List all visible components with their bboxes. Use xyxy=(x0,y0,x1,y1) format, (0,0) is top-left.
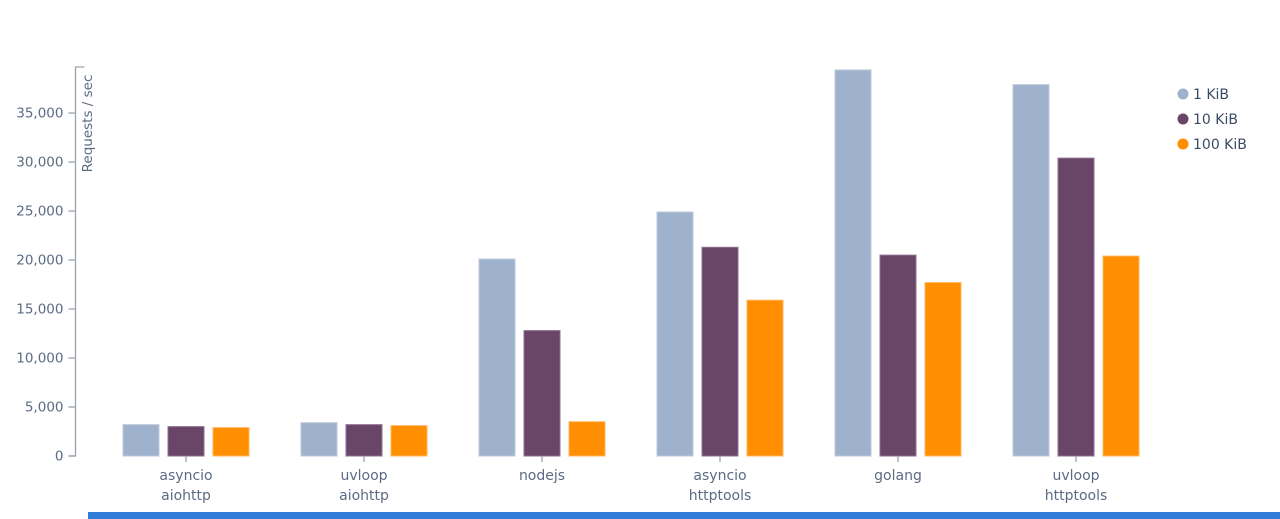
y-axis-title: Requests / sec xyxy=(80,75,96,173)
legend-marker-10-kib xyxy=(1177,113,1189,125)
y-tick-label: 5,000 xyxy=(25,400,64,416)
bar-1-kib-group-5 xyxy=(1012,84,1050,457)
bar-100-kib-group-3 xyxy=(746,299,784,457)
x-category-label: asyncio xyxy=(159,468,212,484)
x-category-label: aiohttp xyxy=(161,488,211,504)
x-category-label: httptools xyxy=(689,488,752,504)
bar-100-kib-group-1 xyxy=(390,425,428,457)
y-tick-label: 0 xyxy=(55,449,64,465)
legend-marker-1-kib xyxy=(1177,88,1189,100)
x-category-label: golang xyxy=(874,468,922,484)
legend-label: 1 KiB xyxy=(1193,87,1229,103)
bar-1-kib-group-1 xyxy=(300,422,338,457)
bar-1-kib-group-2 xyxy=(478,258,516,457)
x-category-label: nodejs xyxy=(519,468,565,484)
bar-10-kib-group-4 xyxy=(879,254,917,457)
bar-10-kib-group-2 xyxy=(523,330,561,457)
x-category-label: uvloop xyxy=(1052,468,1099,484)
legend-marker-100-kib xyxy=(1177,138,1189,150)
x-category-label: aiohttp xyxy=(339,488,389,504)
legend-label: 100 KiB xyxy=(1193,137,1247,153)
y-tick-label: 15,000 xyxy=(16,302,63,318)
bar-10-kib-group-3 xyxy=(701,246,739,457)
bar-100-kib-group-2 xyxy=(568,421,606,457)
bar-1-kib-group-3 xyxy=(656,211,694,457)
bottom-strip xyxy=(88,512,1280,519)
y-tick-label: 20,000 xyxy=(16,253,63,269)
y-tick-label: 25,000 xyxy=(16,204,63,220)
x-category-label: asyncio xyxy=(693,468,746,484)
y-tick-label: 35,000 xyxy=(16,106,63,122)
bar-10-kib-group-5 xyxy=(1057,157,1095,457)
bar-100-kib-group-4 xyxy=(924,282,962,457)
legend-label: 10 KiB xyxy=(1193,112,1238,128)
y-tick-label: 30,000 xyxy=(16,155,63,171)
bar-100-kib-group-0 xyxy=(212,427,250,457)
bar-1-kib-group-0 xyxy=(122,424,160,457)
bar-10-kib-group-1 xyxy=(345,424,383,457)
bar-1-kib-group-4 xyxy=(834,69,872,457)
bar-100-kib-group-5 xyxy=(1102,255,1140,457)
y-tick-label: 10,000 xyxy=(16,351,63,367)
bar-10-kib-group-0 xyxy=(167,426,205,457)
x-category-label: httptools xyxy=(1045,488,1108,504)
x-category-label: uvloop xyxy=(340,468,387,484)
